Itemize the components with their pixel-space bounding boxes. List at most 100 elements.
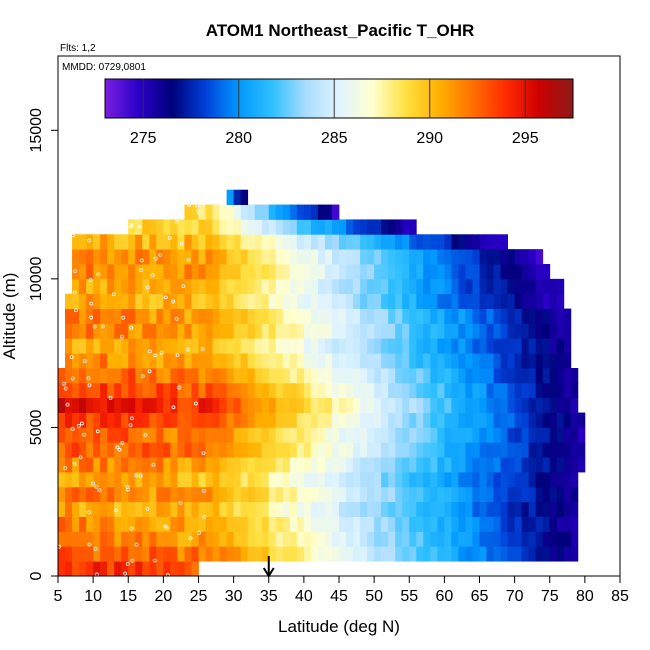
heatmap-cell [121, 486, 129, 503]
heatmap-cell [65, 412, 73, 428]
heatmap-cell [65, 427, 73, 443]
sample-point [87, 510, 91, 515]
heatmap-cell [331, 353, 340, 369]
heatmap-cell [507, 516, 516, 532]
heatmap-cell [212, 501, 220, 517]
heatmap-cell [156, 382, 164, 399]
heatmap-cell [353, 442, 361, 458]
heatmap-cell [240, 278, 249, 295]
heatmap-cell [549, 501, 558, 517]
heatmap-cell [261, 278, 270, 295]
heatmap-cell [472, 472, 480, 488]
heatmap-cell [353, 501, 361, 517]
heatmap-cell [275, 278, 284, 295]
colorbar-tick-label: 290 [416, 130, 443, 147]
heatmap-cell [444, 278, 452, 295]
heatmap-cell [331, 249, 340, 265]
heatmap-cell [268, 427, 277, 443]
heatmap-cell [261, 204, 270, 220]
heatmap-cell [240, 457, 249, 473]
heatmap-cell [163, 561, 171, 576]
heatmap-cell [542, 264, 551, 280]
heatmap-cell [563, 368, 572, 384]
heatmap-cell [93, 427, 101, 443]
y-tick-label: 0 [28, 571, 45, 580]
heatmap-cell [346, 427, 354, 443]
heatmap-cell [458, 516, 466, 532]
heatmap-cell [100, 486, 108, 503]
heatmap-cell [86, 278, 94, 295]
heatmap-cell [219, 234, 227, 250]
sample-point [92, 324, 97, 329]
sample-point [186, 347, 191, 352]
heatmap-cell [430, 442, 438, 458]
heatmap-cell [247, 457, 256, 473]
heatmap-cell [149, 561, 157, 576]
heatmap-cell [79, 472, 87, 488]
heatmap-cell [360, 368, 368, 384]
heatmap-cell [233, 516, 242, 532]
heatmap-cell [107, 472, 115, 488]
heatmap-cell [72, 486, 80, 503]
heatmap-cell [507, 293, 516, 309]
sample-point [165, 573, 170, 576]
heatmap-cell [521, 308, 530, 324]
heatmap-cell [170, 427, 178, 443]
heatmap-cell [79, 412, 87, 428]
heatmap-cell [317, 486, 326, 503]
sample-point [94, 484, 99, 489]
heatmap-cell [58, 516, 66, 532]
heatmap-cell [437, 516, 445, 532]
heatmap-cell [458, 472, 466, 488]
heatmap-cell [324, 368, 333, 384]
heatmap-cell [296, 531, 305, 547]
heatmap-cell [93, 472, 101, 488]
heatmap-cell [458, 427, 466, 443]
heatmap-cell [170, 501, 178, 517]
heatmap-cell [142, 546, 150, 562]
heatmap-cell [191, 457, 199, 473]
heatmap-cell [479, 531, 487, 547]
heatmap-cell [353, 516, 361, 532]
heatmap-cell [402, 442, 410, 458]
heatmap-cell [367, 516, 375, 532]
heatmap-cell [346, 264, 354, 280]
heatmap-cell [219, 457, 227, 473]
heatmap-cell [100, 382, 108, 399]
heatmap-cell [444, 264, 452, 280]
heatmap-cell [416, 368, 424, 384]
heatmap-cell [261, 338, 270, 354]
heatmap-cell [367, 234, 375, 250]
heatmap-cell [339, 427, 347, 443]
heatmap-cell [556, 501, 565, 517]
sample-point [152, 558, 157, 563]
heatmap-cell [339, 338, 347, 354]
heatmap-cell [142, 353, 150, 369]
heatmap-cell [528, 516, 537, 532]
heatmap-cell [402, 457, 410, 473]
heatmap-cell [360, 546, 368, 562]
y-tick-label: 10000 [28, 257, 45, 302]
heatmap-cell [331, 368, 340, 384]
heatmap-cell [268, 546, 277, 562]
heatmap-cell [177, 278, 185, 295]
heatmap-cell [507, 264, 516, 280]
heatmap-cell [367, 338, 375, 354]
heatmap-cell [423, 249, 431, 265]
heatmap-cell [219, 397, 227, 413]
heatmap-cell [219, 412, 227, 428]
heatmap-cell [381, 353, 389, 369]
heatmap-cell [233, 353, 242, 369]
heatmap-cell [493, 397, 501, 413]
heatmap-cell [381, 397, 389, 413]
heatmap-cell [528, 308, 537, 324]
heatmap-cell [437, 249, 445, 265]
heatmap-cell [296, 486, 305, 503]
heatmap-cell [135, 323, 143, 339]
heatmap-cell [479, 278, 487, 295]
heatmap-cell [500, 368, 508, 384]
heatmap-cell [507, 278, 516, 295]
heatmap-cell [282, 234, 291, 250]
x-tick-label: 25 [190, 588, 208, 605]
heatmap-cell [233, 234, 242, 250]
